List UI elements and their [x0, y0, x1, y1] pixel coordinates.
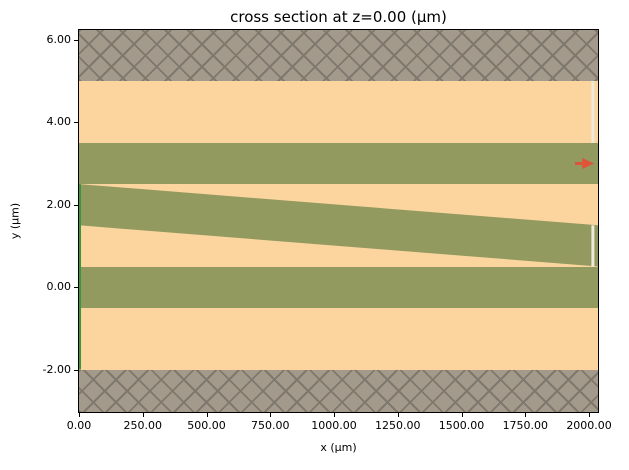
x-tick-mark: [525, 413, 527, 417]
y-tick-mark: [74, 287, 78, 289]
arrow-head: [582, 158, 595, 170]
region-pml-bottom: [79, 369, 598, 412]
y-tick-label: -2.00: [42, 362, 71, 376]
x-tick-label: 1750.00: [502, 419, 549, 432]
y-tick-mark: [74, 204, 78, 206]
x-tick-mark: [334, 413, 336, 417]
region-lower-waveguide: [79, 266, 598, 308]
y-tick-label: 0.00: [46, 280, 72, 294]
y-axis-title: y (μm): [8, 202, 22, 240]
x-tick-mark: [79, 413, 80, 417]
shapes-overlay: [79, 81, 598, 370]
y-tick-label: 4.00: [46, 115, 72, 129]
region-pml-top: [79, 30, 598, 82]
x-axis-title: x (μm): [320, 441, 357, 454]
x-tick-label: 250.00: [123, 419, 163, 432]
mode-direction-arrow: [575, 158, 595, 170]
y-tick-label: 6.00: [46, 32, 72, 46]
y-tick-label: 2.00: [46, 197, 72, 211]
x-tick-mark: [589, 413, 591, 417]
y-tick-mark: [74, 122, 78, 124]
x-tick-label: 2000.00: [566, 419, 612, 432]
x-tick-mark: [397, 413, 399, 417]
x-tick-label: 1250.00: [375, 419, 421, 432]
x-tick-label: 1000.00: [311, 419, 357, 432]
chart-title: cross section at z=0.00 (μm): [230, 8, 447, 26]
x-tick-mark: [270, 413, 272, 417]
x-tick-mark: [142, 413, 144, 417]
x-tick-label: 750.00: [251, 419, 290, 432]
region-taper-core: [79, 184, 598, 267]
y-tick-mark: [74, 369, 78, 371]
x-tick-mark: [461, 413, 463, 417]
region-upper-waveguide: [79, 142, 598, 185]
x-tick-label: 500.00: [187, 419, 226, 432]
x-tick-mark: [206, 413, 208, 417]
x-tick-label: 0.00: [66, 419, 92, 432]
y-tick-mark: [74, 39, 78, 41]
x-tick-label: 1500.00: [438, 419, 485, 432]
plot-area: [78, 29, 599, 413]
